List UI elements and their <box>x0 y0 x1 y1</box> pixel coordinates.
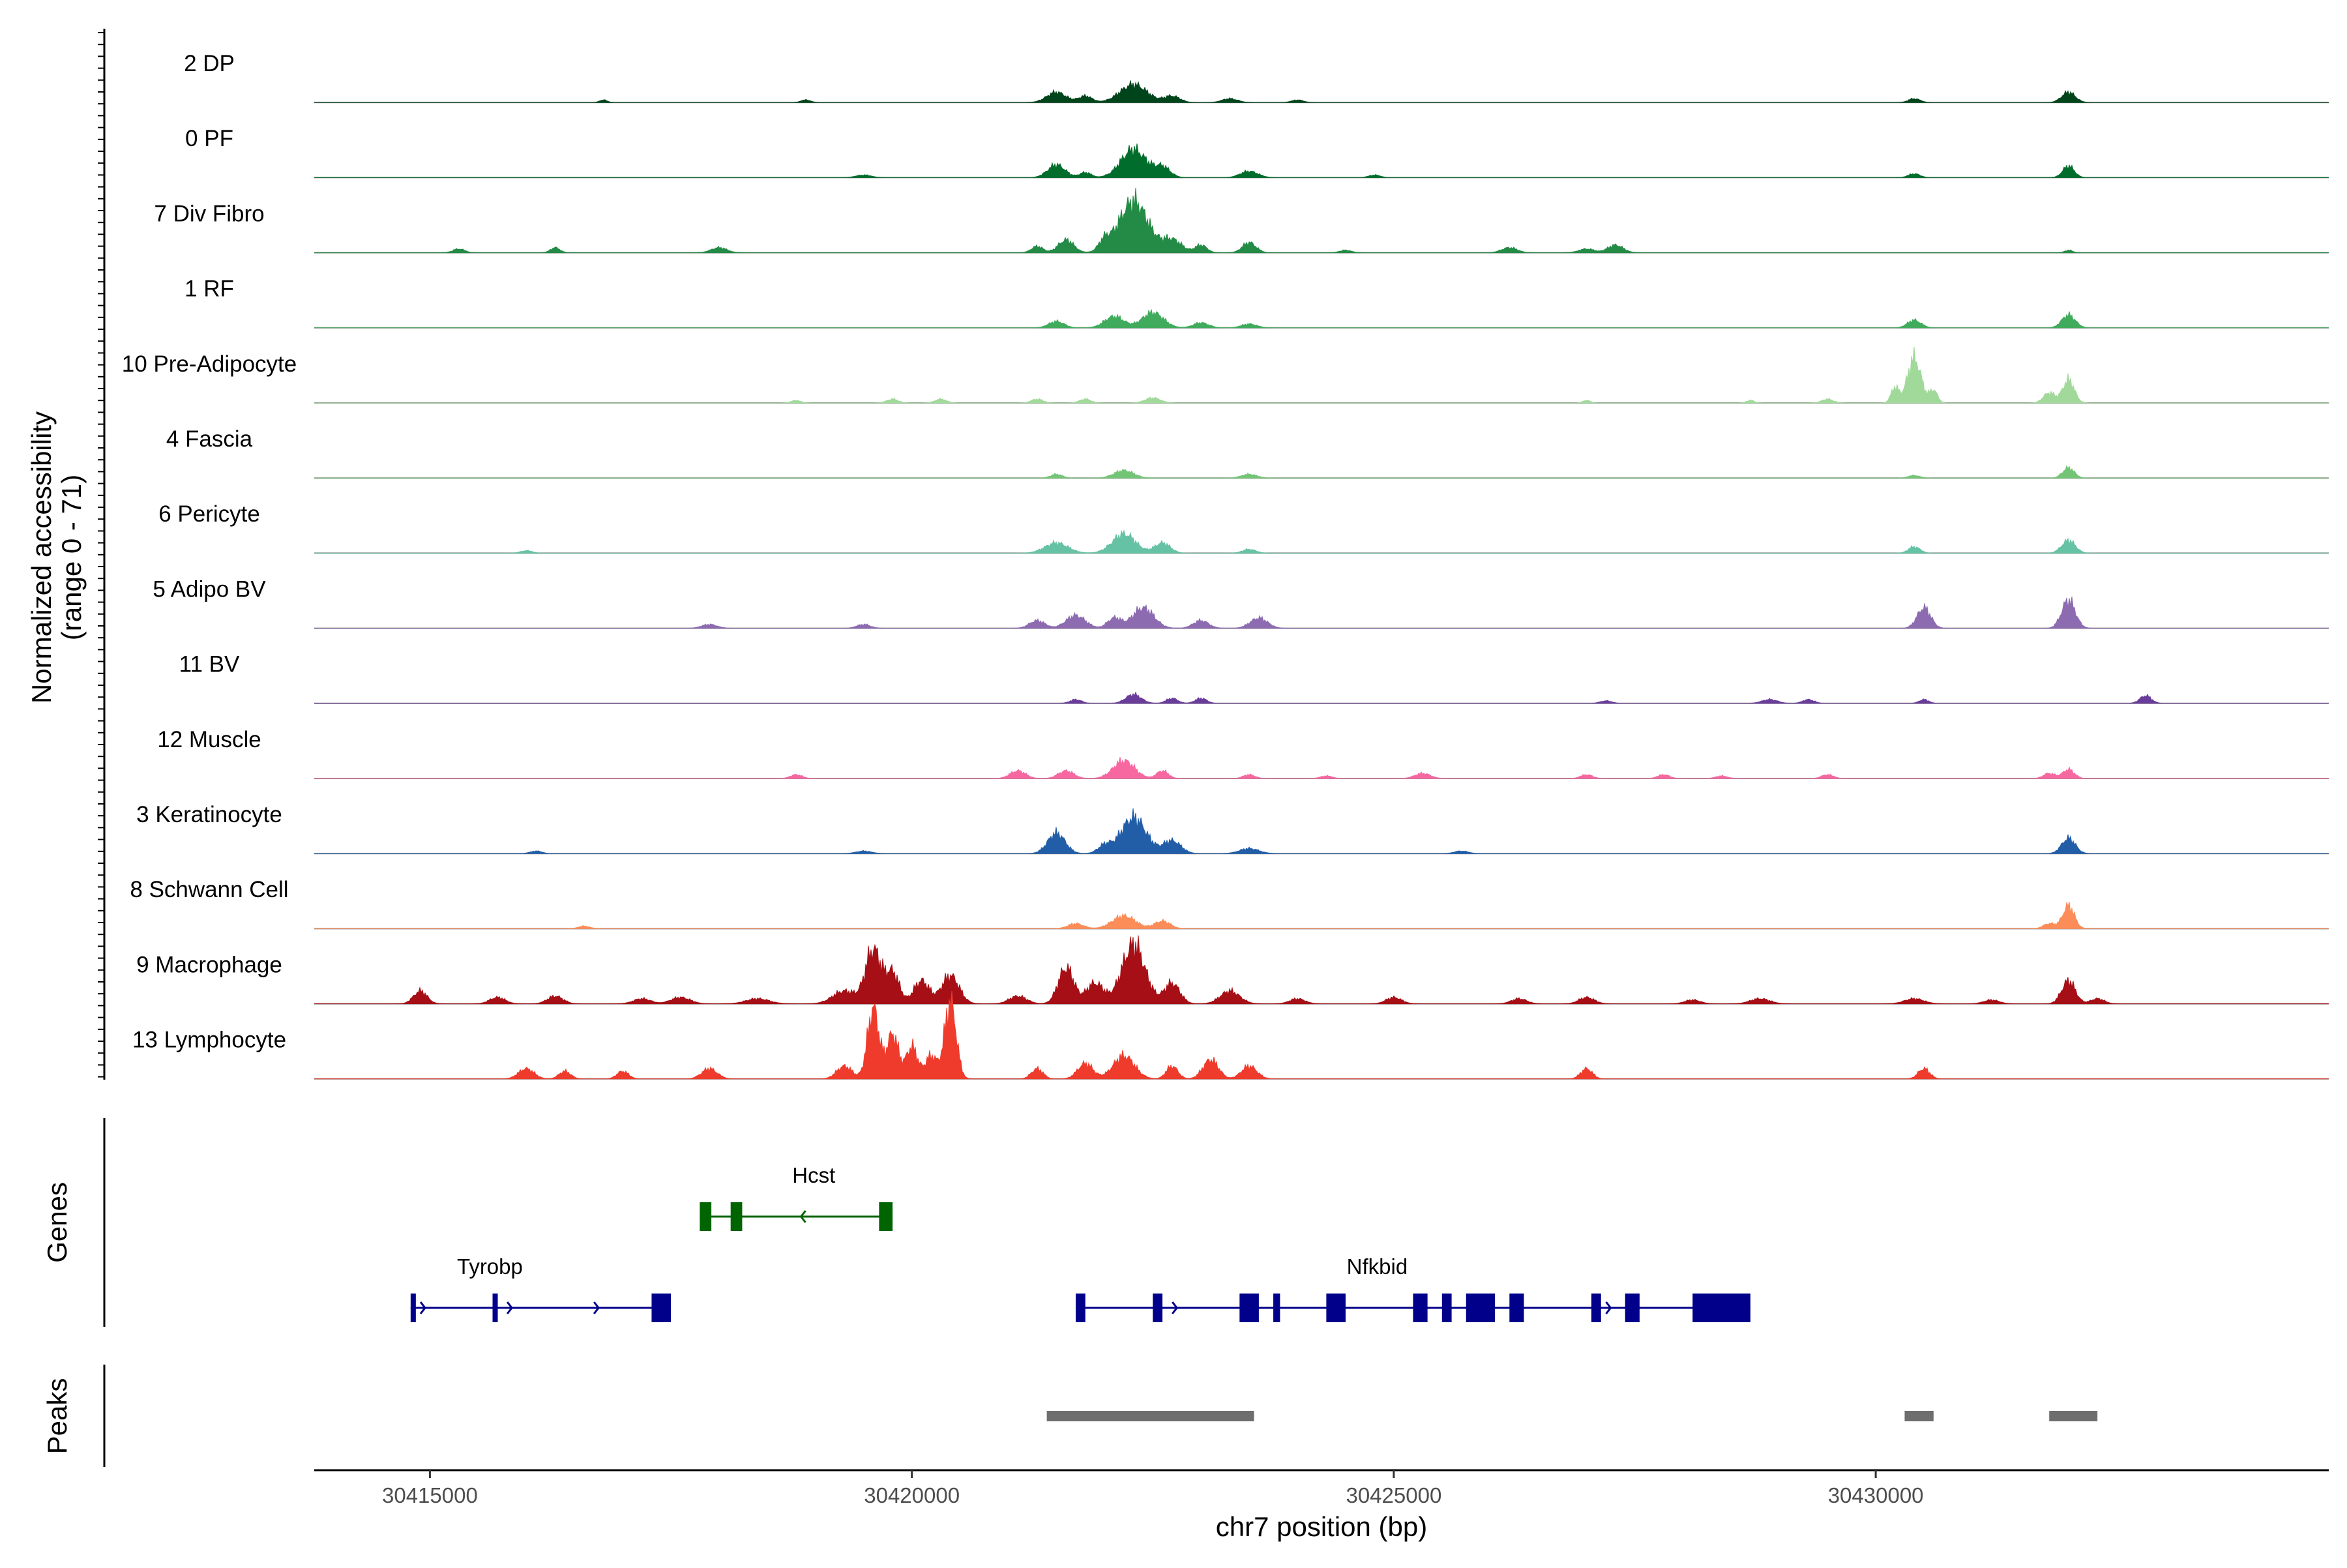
track-2: 0 PF <box>185 126 2329 179</box>
track-3: 7 Div Fibro <box>154 188 2329 254</box>
track-area <box>314 529 2329 554</box>
x-tick-label: 30425000 <box>1346 1483 1441 1507</box>
gene-nfkbid: Nfkbid <box>1075 1254 1750 1322</box>
x-axis-ticks: 30415000 30420000 30425000 30430000 <box>382 1470 1924 1507</box>
track-area <box>314 309 2329 329</box>
exon <box>730 1202 743 1231</box>
strand-chevron <box>1605 1301 1612 1314</box>
track-label: 11 BV <box>179 652 240 677</box>
y-axis-ticks <box>98 32 104 1078</box>
exon <box>1273 1294 1280 1322</box>
strand-chevron <box>1172 1301 1179 1314</box>
track-6: 4 Fascia <box>166 426 2329 479</box>
x-tick-label: 30415000 <box>382 1483 478 1507</box>
track-label: 5 Adipo BV <box>153 576 266 602</box>
x-axis-label: chr7 position (bp) <box>1216 1511 1428 1542</box>
y-axis-label: Normalized accessibility <box>26 411 57 703</box>
track-label: 12 Muscle <box>157 727 261 752</box>
gene-label: Nfkbid <box>1347 1254 1408 1279</box>
peaks-label: Peaks <box>42 1378 72 1455</box>
track-area <box>314 902 2329 929</box>
track-label: 10 Pre-Adipocyte <box>122 351 297 377</box>
exon <box>1239 1294 1259 1322</box>
track-label: 8 Schwann Cell <box>130 877 288 902</box>
track-10: 12 Muscle <box>157 727 2329 779</box>
strand-chevron <box>593 1301 600 1314</box>
track-label: 3 Keratinocyte <box>136 802 282 827</box>
track-14: 13 Lymphocyte <box>132 990 2329 1080</box>
track-label: 13 Lymphocyte <box>132 1028 286 1053</box>
exon <box>1692 1294 1750 1322</box>
track-area <box>314 808 2329 854</box>
track-4: 1 RF <box>185 276 2329 329</box>
x-tick-label: 30430000 <box>1828 1483 1924 1507</box>
x-tick-label: 30420000 <box>864 1483 960 1507</box>
peak-region <box>1904 1411 1934 1421</box>
track-12: 8 Schwann Cell <box>130 877 2329 930</box>
track-1: 2 DP <box>184 51 2329 104</box>
track-area <box>314 757 2329 779</box>
track-area <box>314 935 2329 1005</box>
track-11: 3 Keratinocyte <box>136 802 2329 855</box>
exon <box>1441 1294 1452 1322</box>
strand-chevron <box>419 1301 426 1314</box>
track-area <box>314 691 2329 704</box>
track-area <box>314 80 2329 103</box>
exon <box>410 1294 416 1322</box>
track-label: 7 Div Fibro <box>154 201 264 226</box>
track-7: 6 Pericyte <box>158 501 2329 554</box>
track-label: 2 DP <box>184 51 235 76</box>
peak-regions <box>1046 1411 2098 1421</box>
track-9: 11 BV <box>179 652 2329 704</box>
track-label: 9 Macrophage <box>136 952 282 977</box>
genes-label: Genes <box>42 1182 72 1263</box>
exon <box>1591 1294 1601 1322</box>
exon <box>1326 1294 1346 1322</box>
exon <box>1413 1294 1428 1322</box>
track-5: 10 Pre-Adipocyte <box>122 346 2329 404</box>
y-axis-label-range: (range 0 - 71) <box>56 475 87 640</box>
track-label: 0 PF <box>185 126 233 151</box>
track-area <box>314 990 2329 1080</box>
gene-tyrobp: Tyrobp <box>410 1254 672 1322</box>
track-area <box>314 597 2329 629</box>
exon <box>1509 1294 1524 1322</box>
peak-region <box>2049 1411 2098 1421</box>
exon <box>651 1294 672 1322</box>
exon <box>1466 1294 1496 1322</box>
exon <box>492 1294 498 1322</box>
track-label: 1 RF <box>185 276 234 302</box>
gene-label: Hcst <box>792 1163 835 1187</box>
track-label: 4 Fascia <box>166 426 253 452</box>
exon <box>1075 1294 1085 1322</box>
track-area <box>314 465 2329 479</box>
coverage-tracks: 2 DP 0 PF 7 Div Fibro 1 RF 10 Pre-Adipocyte 4… <box>122 51 2329 1080</box>
track-label: 6 Pericyte <box>158 501 260 527</box>
track-area <box>314 188 2329 254</box>
track-13: 9 Macrophage <box>136 935 2329 1005</box>
strand-chevron <box>799 1210 806 1223</box>
exon <box>879 1202 893 1231</box>
gene-hcst: Hcst <box>700 1163 893 1231</box>
exon <box>1153 1294 1163 1322</box>
exon <box>700 1202 712 1231</box>
track-area <box>314 346 2329 404</box>
track-area <box>314 143 2329 178</box>
gene-annotations: Hcst Tyrobp Nfkbid <box>410 1163 1750 1322</box>
exon <box>1625 1294 1640 1322</box>
track-8: 5 Adipo BV <box>153 576 2329 629</box>
peak-region <box>1046 1411 1254 1421</box>
gene-label: Tyrobp <box>457 1254 523 1279</box>
strand-chevron <box>506 1301 513 1314</box>
